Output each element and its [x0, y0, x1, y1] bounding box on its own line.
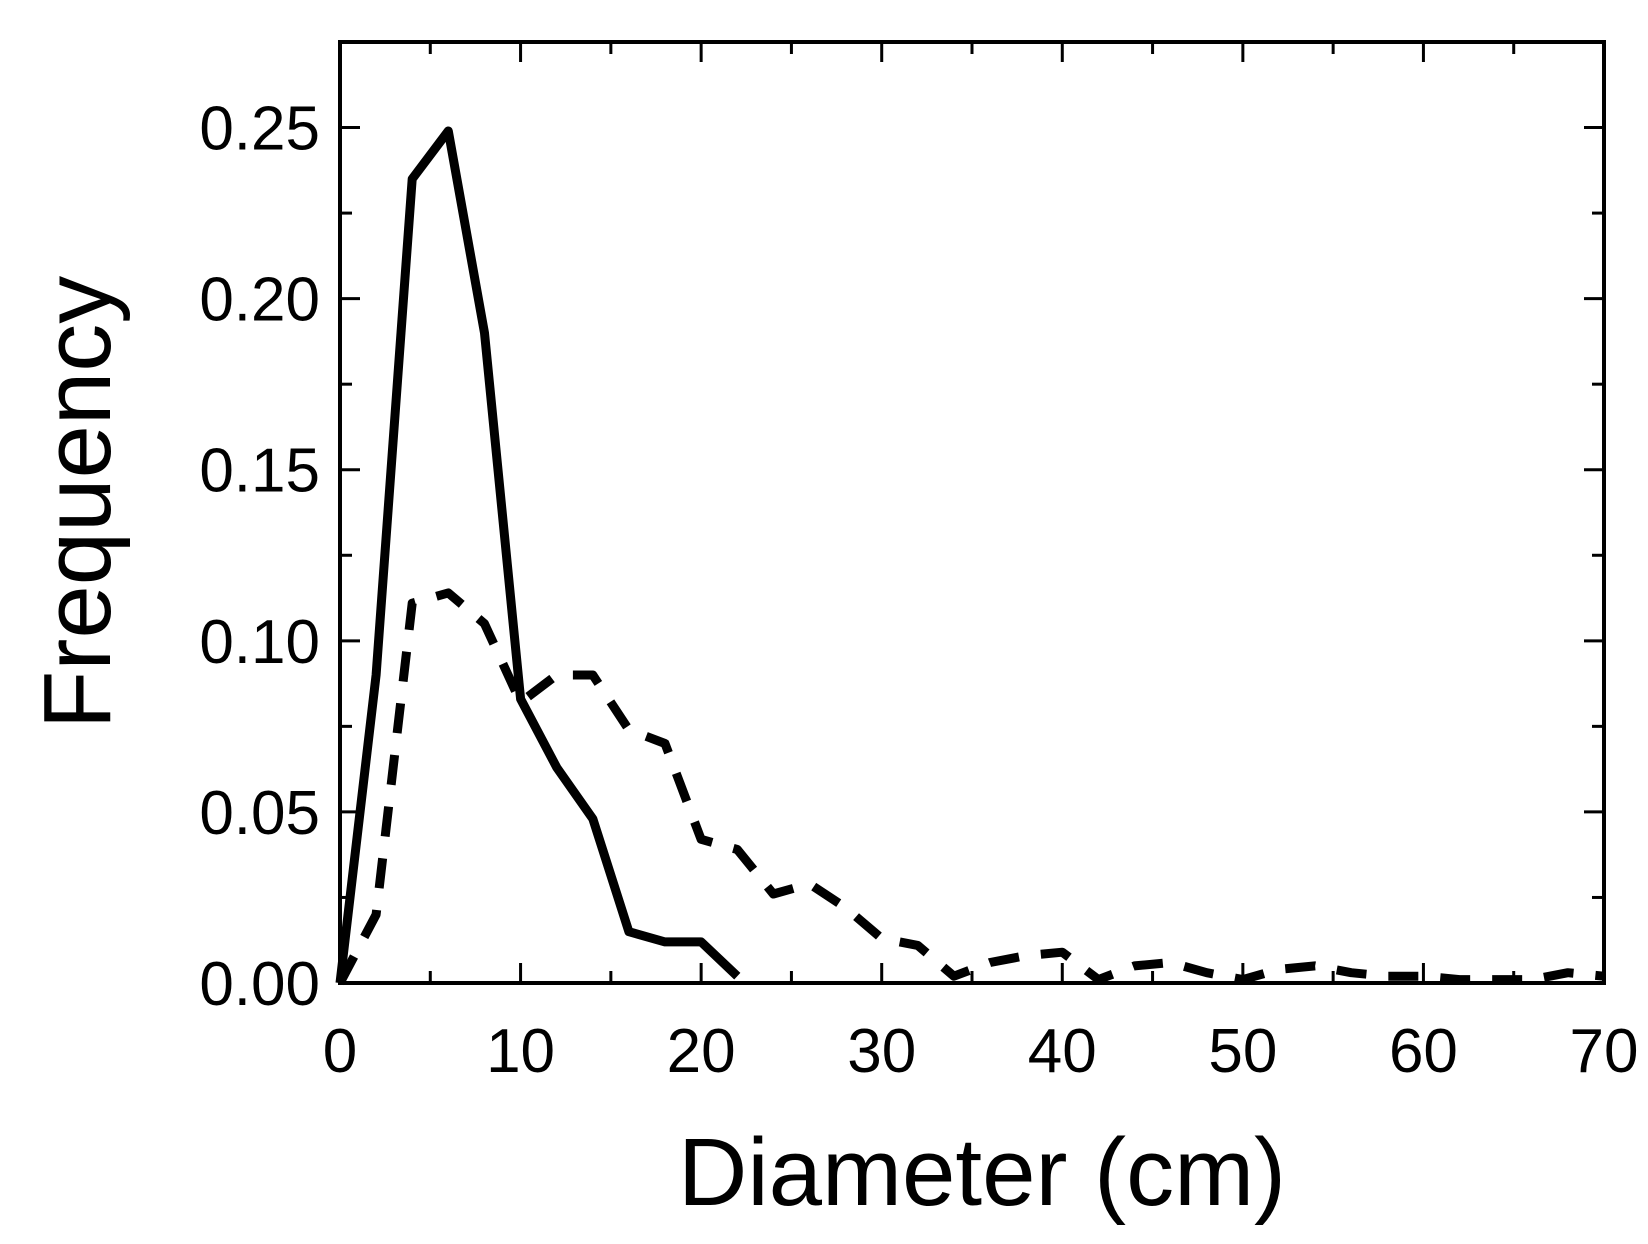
- x-tick-label-2: 20: [667, 1017, 736, 1086]
- series-layer: [335, 126, 1605, 986]
- series-1-point-15: [881, 938, 883, 940]
- series-1-point-8: [628, 729, 630, 731]
- y-tick-labels: 0.00 0.05 0.10 0.15 0.20 0.25: [199, 95, 320, 1019]
- y-tick-label-2: 0.10: [199, 608, 320, 677]
- y-axis-title: Frequency: [24, 276, 131, 730]
- series-line-1-dashed: [336, 588, 1605, 986]
- x-tick-label-4: 40: [1028, 1017, 1097, 1086]
- series-1-point-14: [845, 907, 847, 909]
- series-1-point-13: [808, 883, 810, 885]
- y-tick-label-3: 0.15: [199, 437, 320, 506]
- plot-frame: [338, 40, 1606, 985]
- series-line-0-solid: [335, 126, 741, 984]
- y-tick-label-1: 0.05: [199, 779, 320, 848]
- series-1-point-26: [1278, 968, 1280, 970]
- x-tick-label-0: 0: [323, 1017, 357, 1086]
- x-tick-label-5: 50: [1208, 1017, 1277, 1086]
- series-1-point-33: [1531, 979, 1533, 981]
- series-1-point-6: [556, 674, 558, 676]
- series-1-point-19: [1025, 955, 1027, 957]
- series-1-point-29: [1386, 975, 1388, 977]
- series-1-point-23: [1170, 961, 1172, 963]
- x-axis-title: Diameter (cm): [678, 1119, 1286, 1226]
- x-tick-label-7: 70: [1570, 1017, 1639, 1086]
- x-tick-label-6: 60: [1389, 1017, 1458, 1086]
- x-tick-labels: 0 10 20 30 40 50 60 70: [323, 1017, 1639, 1086]
- x-tick-label-3: 30: [847, 1017, 916, 1086]
- axis-ticks: [338, 42, 1606, 985]
- y-tick-label-4: 0.20: [199, 266, 320, 335]
- y-tick-label-0: 0.00: [199, 950, 320, 1019]
- x-tick-label-1: 10: [486, 1017, 555, 1086]
- y-tick-label-5: 0.25: [199, 95, 320, 164]
